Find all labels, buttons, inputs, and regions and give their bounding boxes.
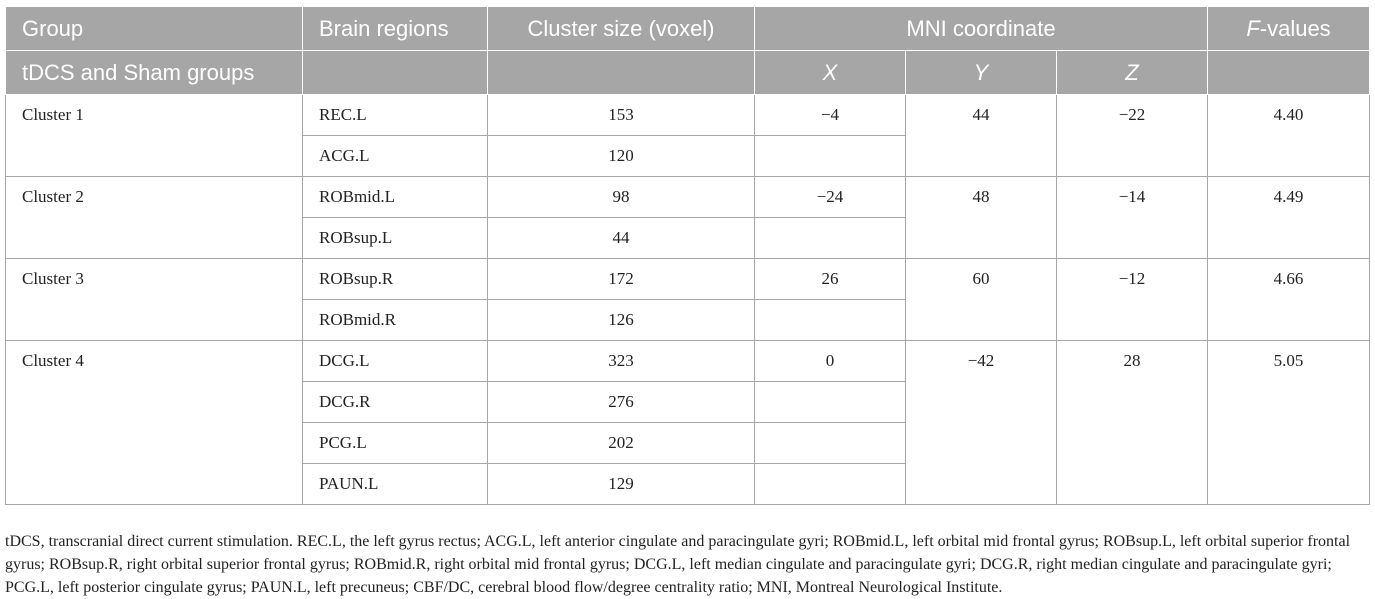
header-blank [1207,50,1370,95]
region-cell: ROBmid.R [302,299,488,341]
cluster-size-cell: 129 [487,463,755,505]
header-row-1: Group Brain regions Cluster size (voxel)… [5,6,1370,51]
results-table: Group Brain regions Cluster size (voxel)… [5,6,1370,505]
table-row: Cluster 1 REC.L 153 −4 44 −22 4.40 [5,94,1370,177]
header-mni-coordinate: MNI coordinate [754,6,1208,51]
cluster-name: Cluster 1 [5,94,303,177]
region-cell: REC.L [302,94,488,136]
cluster-size-cell: 323 [487,340,755,382]
header-group: Group [5,6,303,51]
header-blank [487,50,755,95]
region-cell: PCG.L [302,422,488,464]
empty-cell [754,135,906,177]
table-row: ROBsup.L 44 [6,217,1370,259]
cluster-size-cell: 120 [487,135,755,177]
mni-y-cell: 60 [905,258,1057,341]
header-group-subtitle: tDCS and Sham groups [5,50,303,95]
mni-x-cell: −24 [754,176,906,218]
table-row: ROBmid.R 126 [6,299,1370,341]
mni-z-cell: 28 [1056,340,1208,505]
f-value-cell: 5.05 [1207,340,1370,505]
header-f-rest: -values [1259,15,1331,41]
cluster-size-cell: 126 [487,299,755,341]
mni-y-cell: 44 [905,94,1057,177]
cluster-size-cell: 44 [487,217,755,259]
f-value-cell: 4.49 [1207,176,1370,259]
cluster-name: Cluster 3 [5,258,303,341]
mni-z-cell: −22 [1056,94,1208,177]
region-cell: ACG.L [302,135,488,177]
mni-x-cell: 26 [754,258,906,300]
cluster-size-cell: 276 [487,381,755,423]
cluster-size-cell: 172 [487,258,755,300]
mni-z-cell: −12 [1056,258,1208,341]
empty-cell [754,422,906,464]
empty-cell [754,299,906,341]
region-cell: PAUN.L [302,463,488,505]
region-cell: ROBsup.R [302,258,488,300]
mni-y-cell: 48 [905,176,1057,259]
header-y: Y [905,50,1057,95]
table-row: PAUN.L 129 [6,463,1370,505]
cluster-size-cell: 98 [487,176,755,218]
header-row-2: tDCS and Sham groups X Y Z [5,50,1370,95]
header-f-italic: F [1246,15,1260,41]
region-cell: DCG.R [302,381,488,423]
cluster-size-cell: 202 [487,422,755,464]
header-brain-regions: Brain regions [302,6,488,51]
empty-cell [754,381,906,423]
region-cell: ROBsup.L [302,217,488,259]
table-row: Cluster 3 ROBsup.R 172 26 60 −12 4.66 [5,258,1370,341]
header-x: X [754,50,906,95]
empty-cell [754,217,906,259]
header-cluster-size: Cluster size (voxel) [487,6,755,51]
empty-cell [754,463,906,505]
mni-z-cell: −14 [1056,176,1208,259]
header-blank [302,50,488,95]
table-row: PCG.L 202 [6,422,1370,464]
table-row: Cluster 2 ROBmid.L 98 −24 48 −14 4.49 [5,176,1370,259]
mni-y-cell: −42 [905,340,1057,505]
table-row: Cluster 4 DCG.L 323 0 −42 28 5.05 [5,340,1370,505]
cluster-name: Cluster 2 [5,176,303,259]
table-row: DCG.R 276 [6,381,1370,423]
mni-x-cell: 0 [754,340,906,382]
region-cell: ROBmid.L [302,176,488,218]
f-value-cell: 4.66 [1207,258,1370,341]
region-cell: DCG.L [302,340,488,382]
mni-x-cell: −4 [754,94,906,136]
f-value-cell: 4.40 [1207,94,1370,177]
header-z: Z [1056,50,1208,95]
table-row: ACG.L 120 [6,135,1370,177]
table-footnote: tDCS, transcranial direct current stimul… [5,533,1351,596]
header-f-values: F-values [1207,6,1370,51]
cluster-size-cell: 153 [487,94,755,136]
cluster-name: Cluster 4 [5,340,303,505]
